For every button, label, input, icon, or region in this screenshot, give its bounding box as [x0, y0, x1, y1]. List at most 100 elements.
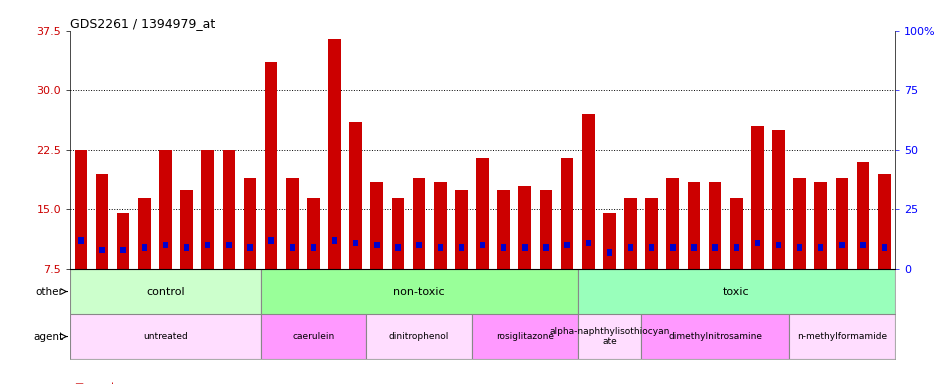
Text: toxic: toxic [723, 286, 749, 296]
Bar [603, 214, 615, 269]
Bar [285, 178, 299, 269]
Bar [775, 242, 781, 248]
Bar [163, 242, 168, 248]
Text: caerulein: caerulein [292, 332, 334, 341]
Bar [581, 114, 594, 269]
Bar [95, 174, 109, 269]
Bar [370, 182, 383, 269]
Bar [117, 214, 129, 269]
Bar [180, 190, 193, 269]
Text: ■ count: ■ count [75, 382, 115, 384]
Text: dimethylnitrosamine: dimethylnitrosamine [667, 332, 761, 341]
Bar [331, 237, 337, 243]
Bar [265, 63, 277, 269]
Text: n-methylformamide: n-methylformamide [796, 332, 886, 341]
Bar [475, 158, 489, 269]
Bar [649, 244, 653, 251]
Bar [472, 314, 578, 359]
Bar [349, 122, 361, 269]
Bar [226, 242, 231, 248]
Bar [366, 314, 472, 359]
Bar [159, 150, 171, 269]
Bar [260, 314, 366, 359]
Bar [645, 197, 657, 269]
Bar [665, 178, 679, 269]
Bar [459, 244, 463, 251]
Bar [311, 244, 315, 251]
Bar [813, 182, 826, 269]
Bar [797, 244, 801, 251]
Bar [578, 314, 640, 359]
Text: GDS2261 / 1394979_at: GDS2261 / 1394979_at [70, 17, 215, 30]
Bar [70, 269, 260, 314]
Bar [793, 178, 805, 269]
Bar [437, 244, 443, 251]
Bar [501, 244, 505, 251]
Text: other: other [36, 286, 64, 296]
Bar [391, 197, 404, 269]
Bar [856, 162, 869, 269]
Bar [433, 182, 446, 269]
Bar [563, 242, 569, 248]
Bar [877, 174, 889, 269]
Bar [708, 182, 721, 269]
Text: agent: agent [34, 331, 64, 341]
Bar [640, 314, 788, 359]
Bar [307, 197, 319, 269]
Bar [328, 39, 341, 269]
Bar [711, 244, 717, 251]
Bar [479, 242, 485, 248]
Bar [835, 178, 847, 269]
Bar [269, 237, 273, 243]
Bar [771, 130, 784, 269]
Text: control: control [146, 286, 184, 296]
Bar [353, 240, 358, 246]
Text: non-toxic: non-toxic [393, 286, 445, 296]
Bar [78, 237, 83, 243]
Bar [788, 314, 894, 359]
Bar [141, 244, 147, 251]
Bar [373, 242, 379, 248]
Bar [817, 244, 823, 251]
Text: alpha-naphthylisothiocyan
ate: alpha-naphthylisothiocyan ate [548, 327, 669, 346]
Bar [687, 182, 699, 269]
Bar [518, 185, 531, 269]
Text: untreated: untreated [143, 332, 187, 341]
Bar [733, 244, 739, 251]
Bar [222, 150, 235, 269]
Bar [455, 190, 467, 269]
Bar [497, 190, 509, 269]
Bar [183, 244, 189, 251]
Bar [627, 244, 633, 251]
Text: rosiglitazone: rosiglitazone [495, 332, 553, 341]
Bar [99, 247, 105, 253]
Bar [75, 150, 87, 269]
Bar [243, 178, 256, 269]
Bar [859, 242, 865, 248]
Bar [138, 197, 151, 269]
Bar [691, 244, 695, 251]
Bar [543, 244, 548, 251]
Bar [839, 242, 843, 248]
Bar [395, 244, 401, 251]
Bar [751, 126, 763, 269]
Bar [121, 247, 125, 253]
Bar [521, 244, 527, 251]
Bar [585, 240, 591, 246]
Bar [753, 240, 759, 246]
Text: dinitrophenol: dinitrophenol [388, 332, 449, 341]
Bar [289, 244, 295, 251]
Bar [413, 178, 425, 269]
Bar [201, 150, 213, 269]
Bar [247, 244, 253, 251]
Bar [881, 244, 886, 251]
Bar [260, 269, 578, 314]
Bar [578, 269, 894, 314]
Bar [560, 158, 573, 269]
Bar [539, 190, 551, 269]
Bar [669, 244, 675, 251]
Bar [70, 314, 260, 359]
Bar [623, 197, 636, 269]
Bar [729, 197, 742, 269]
Bar [607, 249, 611, 255]
